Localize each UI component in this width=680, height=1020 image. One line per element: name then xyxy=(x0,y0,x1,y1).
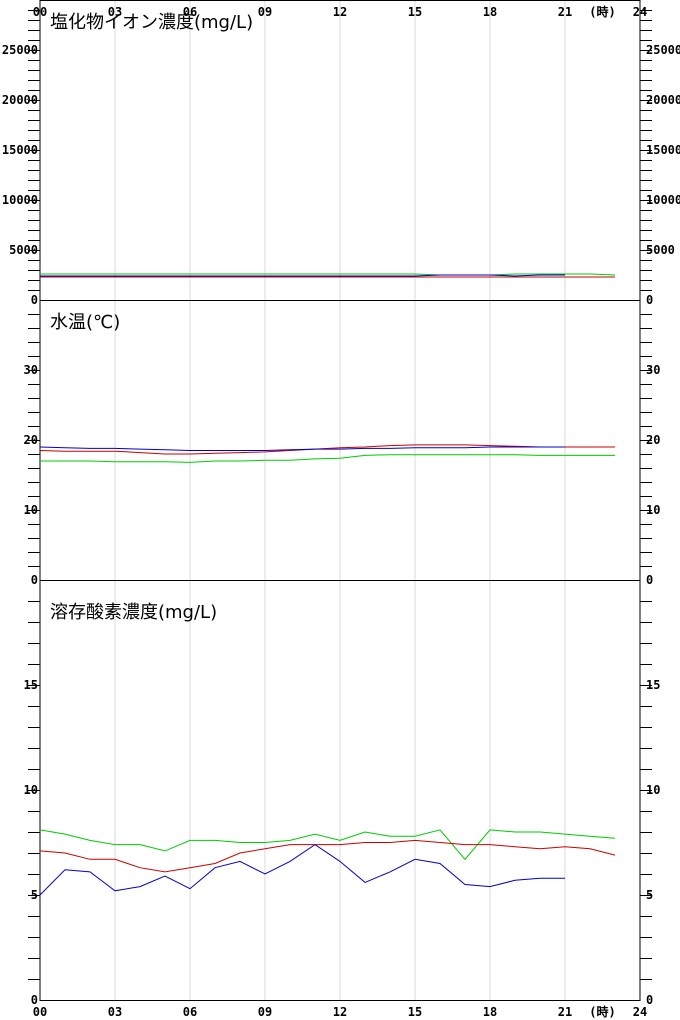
x-tick-label-bottom: 09 xyxy=(258,1005,272,1019)
series-line xyxy=(39,839,616,873)
x-tick-label-top: 15 xyxy=(408,5,422,19)
series-line xyxy=(39,444,615,455)
y-tick-label-right: 0 xyxy=(646,993,653,1007)
panel-title: 塩化物イオン濃度(mg/L) xyxy=(50,12,253,33)
y-tick-label-left: 0 xyxy=(31,993,38,1007)
x-tick-label-bottom: 03 xyxy=(108,1005,122,1019)
y-tick-label-right: 25000 xyxy=(646,43,680,57)
x-tick-label-bottom: 21 xyxy=(558,1005,572,1019)
y-tick-label-right: 10 xyxy=(646,503,660,517)
x-tick-label-bottom: 12 xyxy=(333,1005,347,1019)
series-line xyxy=(40,273,616,276)
y-tick-label-left: 25000 xyxy=(2,43,38,57)
y-tick-label-right: 15000 xyxy=(646,143,680,157)
series-line xyxy=(40,274,565,277)
y-tick-label-left: 5 xyxy=(31,888,38,902)
x-tick-label-bottom: 15 xyxy=(408,1005,422,1019)
y-tick-label-right: 5000 xyxy=(646,243,675,257)
x-tick-label-bottom: 18 xyxy=(483,1005,497,1019)
y-tick-label-left: 20 xyxy=(24,433,38,447)
y-tick-label-right: 0 xyxy=(646,293,653,307)
x-tick-label-top: 18 xyxy=(483,5,497,19)
y-tick-label-right: 5 xyxy=(646,888,653,902)
y-tick-label-left: 10 xyxy=(24,503,38,517)
y-tick-label-left: 5000 xyxy=(9,243,38,257)
x-tick-label-top: 06 xyxy=(183,5,197,19)
y-tick-label-left: 20000 xyxy=(2,93,38,107)
x-tick-label-top: 00 xyxy=(33,5,47,19)
y-tick-label-left: 10000 xyxy=(2,193,38,207)
x-tick-label-top: 09 xyxy=(258,5,272,19)
y-tick-label-left: 30 xyxy=(24,363,38,377)
y-tick-label-left: 0 xyxy=(31,573,38,587)
series-line xyxy=(39,843,565,896)
y-tick-label-left: 15 xyxy=(24,678,38,692)
series-layer xyxy=(39,273,616,896)
x-tick-label-bottom: 24 xyxy=(633,1005,647,1019)
grid-layer xyxy=(114,0,566,1000)
y-tick-label-right: 30 xyxy=(646,363,660,377)
series-line xyxy=(39,446,565,451)
label-layer: 000003030606090912121515181821212424(時)(… xyxy=(2,4,680,1019)
tick-layer xyxy=(28,10,652,980)
y-tick-label-right: 0 xyxy=(646,573,653,587)
x-tick-label-bottom: 00 xyxy=(33,1005,47,1019)
series-line xyxy=(40,454,615,463)
y-tick-label-right: 20000 xyxy=(646,93,680,107)
series-line xyxy=(39,829,616,861)
panel-title: 溶存酸素濃度(mg/L) xyxy=(50,602,217,623)
x-tick-label-top: 21 xyxy=(558,5,572,19)
x-unit-label-bottom: (時) xyxy=(589,1004,615,1019)
x-tick-label-top: 03 xyxy=(108,5,122,19)
y-tick-label-left: 10 xyxy=(24,783,38,797)
x-tick-label-top: 12 xyxy=(333,5,347,19)
y-tick-label-right: 15 xyxy=(646,678,660,692)
y-tick-label-right: 10 xyxy=(646,783,660,797)
x-tick-label-top: 24 xyxy=(633,5,647,19)
panel-title: 水温(℃) xyxy=(50,312,120,333)
x-tick-label-bottom: 06 xyxy=(183,1005,197,1019)
x-unit-label-top: (時) xyxy=(589,4,615,19)
y-tick-label-left: 0 xyxy=(31,293,38,307)
y-tick-label-right: 10000 xyxy=(646,193,680,207)
y-tick-label-right: 20 xyxy=(646,433,660,447)
y-tick-label-left: 15000 xyxy=(2,143,38,157)
